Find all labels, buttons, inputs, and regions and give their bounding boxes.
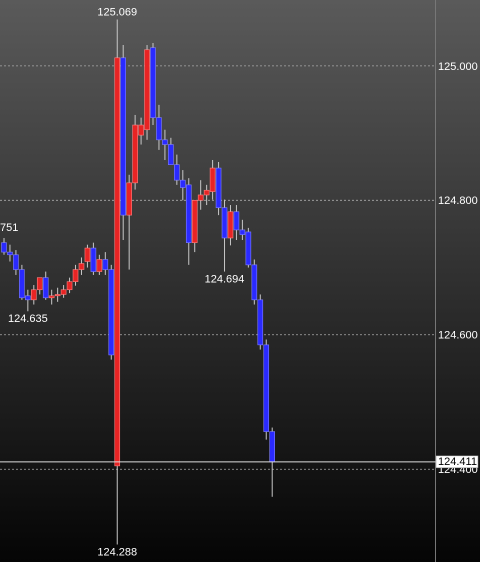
candle-body — [114, 57, 121, 467]
candle-body — [138, 124, 144, 136]
candle-body — [1, 242, 7, 253]
annotation: 751 — [0, 222, 18, 234]
candle-body — [239, 229, 246, 235]
candle-body — [233, 211, 240, 231]
candle-body — [7, 251, 13, 256]
candle-body — [251, 264, 258, 301]
candle-body — [156, 117, 162, 141]
candle-body — [102, 259, 109, 270]
candle-body — [42, 277, 49, 299]
candle-body — [108, 269, 115, 356]
candle-body — [72, 269, 79, 282]
y-tick-label: 125.000 — [438, 61, 478, 73]
candle-body — [25, 295, 31, 301]
candle-body — [19, 269, 25, 299]
candle-body — [126, 182, 132, 216]
candle-body — [227, 211, 234, 239]
candle-body — [257, 299, 264, 346]
candle-body — [13, 254, 19, 270]
candle-body — [245, 231, 252, 266]
last-price-box — [435, 455, 479, 469]
low-label: 124.635 — [8, 313, 48, 325]
candle-body — [120, 57, 126, 216]
candle-body — [221, 207, 228, 239]
candle-body — [48, 295, 55, 299]
candle-body — [197, 194, 204, 201]
candle-body — [191, 200, 198, 243]
candle-body — [203, 189, 210, 196]
last-price-label: 124.411 — [438, 456, 477, 468]
candle-body — [162, 139, 168, 145]
y-tick-label: 124.600 — [438, 330, 478, 342]
candle-body — [185, 184, 192, 243]
high-label: 125.069 — [97, 6, 137, 18]
candle-body — [215, 167, 222, 209]
y-tick-label: 124.800 — [438, 195, 478, 207]
candle-body — [96, 259, 103, 272]
candle-body — [30, 289, 37, 301]
candle-body — [132, 124, 138, 184]
candle-body — [144, 49, 150, 131]
candle-body — [269, 431, 276, 463]
candle-body — [150, 47, 156, 118]
candle-body — [78, 263, 85, 270]
candle-body — [84, 247, 91, 262]
candle-body — [263, 344, 270, 432]
candle-body — [174, 164, 180, 181]
candle-body — [209, 167, 216, 192]
low-label: 124.694 — [205, 273, 245, 285]
candle-body — [54, 294, 61, 297]
candle-body — [180, 179, 186, 188]
candle-body — [168, 144, 174, 166]
candle-body — [66, 281, 73, 291]
candle-body — [60, 289, 67, 295]
candle-body — [90, 247, 97, 272]
low-label: 124.288 — [97, 546, 137, 558]
candle-body — [36, 277, 43, 291]
